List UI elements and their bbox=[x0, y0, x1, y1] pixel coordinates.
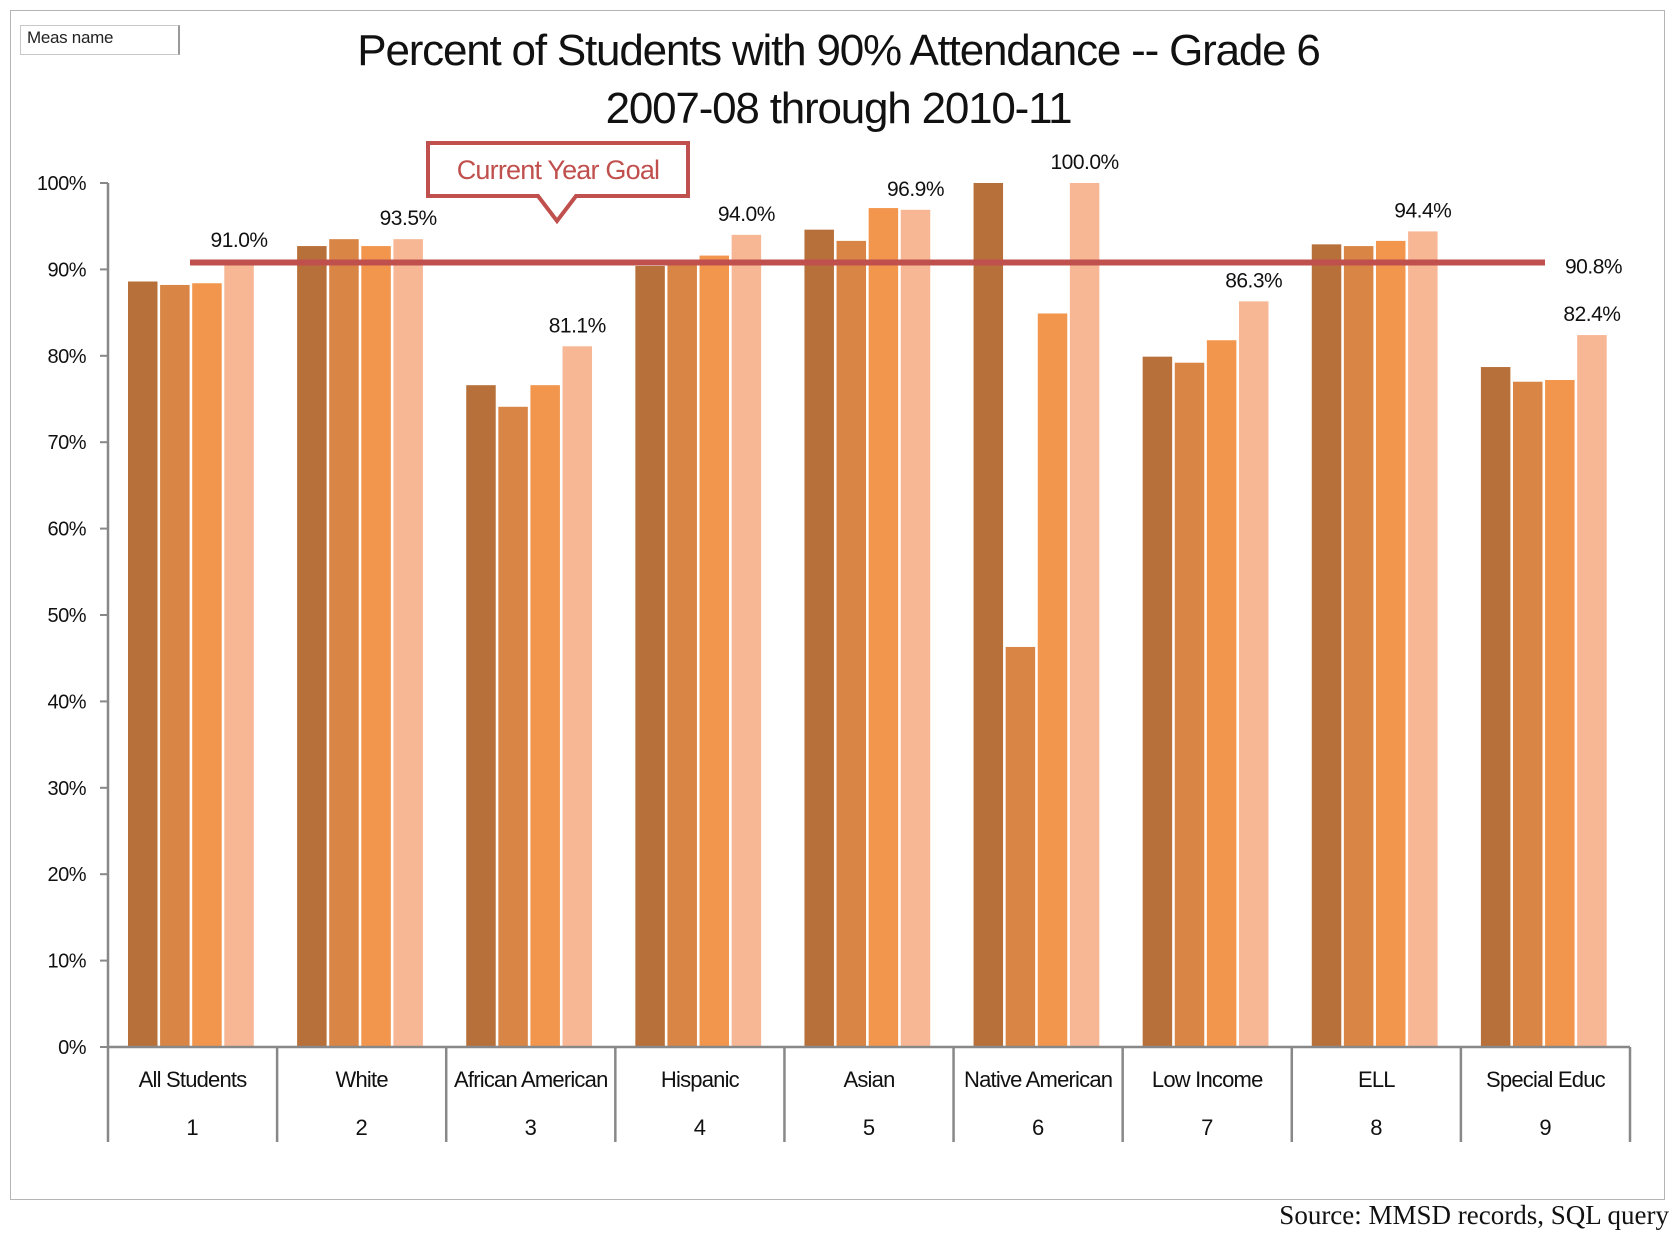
bar-7-series-4 bbox=[1238, 301, 1269, 1047]
bar-7-series-3 bbox=[1206, 340, 1237, 1047]
source-note: Source: MMSD records, SQL query bbox=[1279, 1200, 1669, 1230]
data-label: 82.4% bbox=[1563, 303, 1620, 326]
bar-4-series-1 bbox=[635, 265, 665, 1048]
bar-6-series-1 bbox=[973, 183, 1004, 1047]
category-number: 4 bbox=[694, 1115, 706, 1140]
bar-3-series-2 bbox=[498, 406, 528, 1047]
bar-2-series-2 bbox=[329, 239, 359, 1047]
bar-6-series-2 bbox=[1005, 646, 1036, 1047]
category-label: Low Income bbox=[1152, 1067, 1263, 1092]
goal-callout-label: Current Year Goal bbox=[457, 155, 660, 185]
bar-2-series-4 bbox=[393, 239, 423, 1047]
category-number: 2 bbox=[356, 1115, 368, 1140]
bar-2-series-1 bbox=[297, 246, 327, 1047]
bar-9-series-2 bbox=[1512, 381, 1543, 1048]
goal-callout-box bbox=[426, 141, 690, 225]
category-number: 7 bbox=[1201, 1115, 1213, 1140]
bar-4-series-4 bbox=[731, 234, 762, 1048]
y-tick-label: 90% bbox=[47, 259, 86, 281]
chart-title: Percent of Students with 90% Attendance … bbox=[0, 22, 1677, 138]
category-number: 1 bbox=[186, 1115, 198, 1140]
bar-9-series-3 bbox=[1545, 379, 1575, 1047]
category-number: 6 bbox=[1032, 1115, 1044, 1140]
bar-4-series-3 bbox=[699, 255, 730, 1048]
y-tick-label: 60% bbox=[47, 519, 86, 541]
bar-8-series-2 bbox=[1343, 246, 1374, 1047]
category-label: African American bbox=[454, 1067, 608, 1092]
data-label: 94.0% bbox=[718, 203, 775, 226]
bar-8-series-1 bbox=[1311, 244, 1342, 1047]
chart-frame bbox=[10, 10, 1665, 1200]
y-tick-label: 70% bbox=[47, 432, 86, 454]
category-number: 8 bbox=[1370, 1115, 1382, 1140]
bar-6-series-4 bbox=[1069, 183, 1100, 1047]
bar-5-series-4 bbox=[900, 209, 931, 1047]
goal-value-label: 90.8% bbox=[1565, 255, 1622, 278]
bar-2-series-3 bbox=[361, 246, 391, 1047]
category-label: Asian bbox=[843, 1067, 894, 1092]
bar-5-series-3 bbox=[868, 208, 899, 1047]
bar-8-series-3 bbox=[1375, 240, 1406, 1047]
bar-5-series-1 bbox=[804, 229, 834, 1047]
y-tick-label: 10% bbox=[47, 951, 86, 973]
category-number: 3 bbox=[525, 1115, 537, 1140]
data-label: 94.4% bbox=[1394, 199, 1451, 222]
bar-7-series-2 bbox=[1174, 362, 1205, 1047]
chart-title-line-1: Percent of Students with 90% Attendance … bbox=[357, 26, 1321, 75]
category-label: All Students bbox=[139, 1067, 248, 1092]
y-tick-label: 100% bbox=[37, 173, 87, 195]
category-label: Hispanic bbox=[661, 1067, 740, 1092]
y-tick-label: 0% bbox=[58, 1037, 87, 1059]
category-number: 5 bbox=[863, 1115, 875, 1140]
chart-title-line-2: 2007-08 through 2010-11 bbox=[605, 84, 1073, 133]
category-label: White bbox=[336, 1067, 389, 1092]
bar-9-series-4 bbox=[1577, 335, 1607, 1048]
bar-6-series-3 bbox=[1037, 313, 1068, 1047]
bar-1-series-4 bbox=[224, 260, 254, 1047]
bar-1-series-1 bbox=[128, 281, 158, 1048]
category-number: 9 bbox=[1539, 1115, 1551, 1140]
data-label: 96.9% bbox=[887, 178, 944, 201]
bar-1-series-2 bbox=[160, 284, 190, 1047]
bar-3-series-4 bbox=[562, 346, 593, 1047]
data-label: 100.0% bbox=[1050, 151, 1118, 174]
category-label: Native American bbox=[964, 1067, 1112, 1092]
bar-1-series-3 bbox=[192, 283, 222, 1047]
bar-7-series-1 bbox=[1142, 356, 1173, 1047]
bar-3-series-1 bbox=[466, 385, 496, 1047]
measure-name-box: Meas name bbox=[20, 25, 180, 55]
data-label: 93.5% bbox=[380, 207, 437, 230]
category-label: ELL bbox=[1358, 1067, 1395, 1092]
y-tick-label: 80% bbox=[47, 346, 86, 368]
bar-3-series-3 bbox=[530, 385, 560, 1047]
data-label: 81.1% bbox=[549, 314, 606, 337]
bar-5-series-2 bbox=[836, 240, 867, 1047]
bar-8-series-4 bbox=[1408, 231, 1438, 1047]
bar-9-series-1 bbox=[1480, 367, 1511, 1048]
y-tick-label: 40% bbox=[47, 691, 86, 713]
data-label: 91.0% bbox=[211, 229, 268, 252]
category-label: Special Educ bbox=[1486, 1067, 1606, 1092]
y-tick-label: 30% bbox=[47, 778, 86, 800]
y-tick-label: 20% bbox=[47, 864, 86, 886]
bar-4-series-2 bbox=[667, 260, 697, 1047]
data-label: 86.3% bbox=[1225, 269, 1282, 292]
y-tick-label: 50% bbox=[47, 605, 86, 627]
